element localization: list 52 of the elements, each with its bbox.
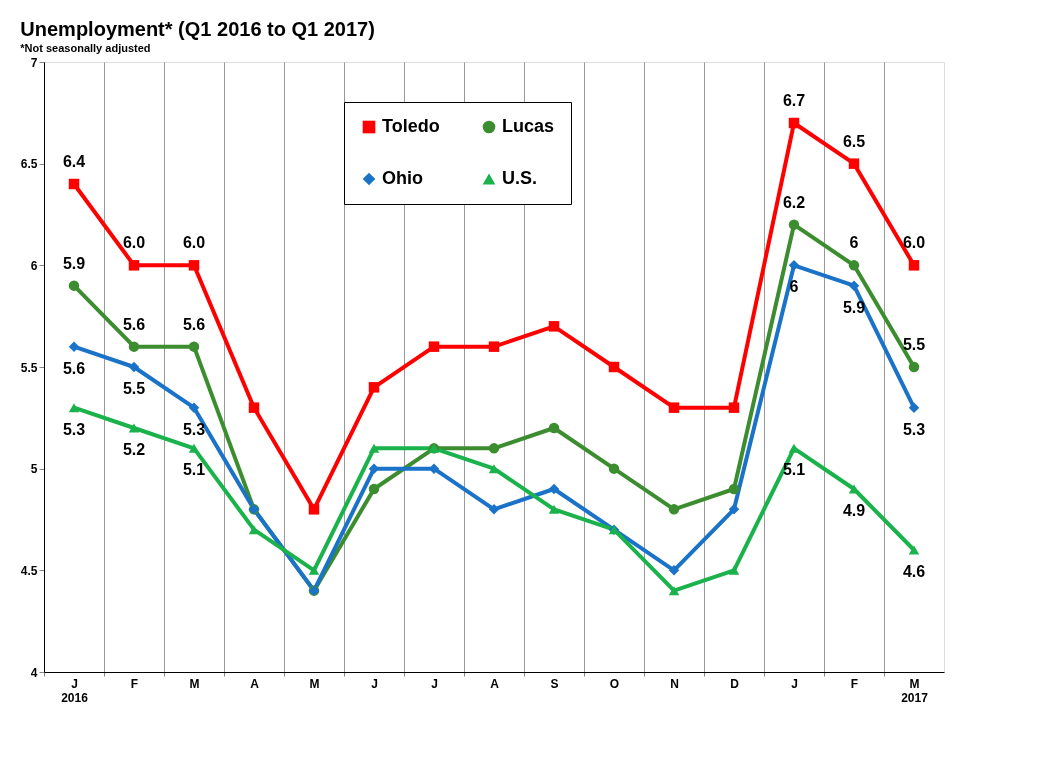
x-tick-label: O [609, 676, 620, 691]
x-tick-label: M [309, 676, 320, 691]
data-label: 5.6 [122, 315, 146, 333]
legend-label: Lucas [502, 116, 555, 136]
x-tick-label: A [250, 676, 260, 691]
y-tick-label: 7 [30, 55, 38, 70]
x-tick-label: D [730, 676, 740, 691]
x-tick-label: J 2016 [61, 676, 89, 705]
data-label: 4.9 [842, 502, 866, 519]
data-label: 6.0 [182, 234, 206, 252]
x-tick-label: M [189, 676, 200, 691]
data-label: 6.0 [902, 234, 926, 252]
y-tick-label: 5 [30, 462, 38, 477]
x-tick-label: J [431, 676, 438, 691]
x-tick-label: N [670, 676, 679, 691]
data-label: 5.2 [122, 441, 146, 458]
data-label: 5.5 [902, 336, 926, 353]
data-label: 5.6 [182, 315, 206, 333]
data-label: 5.1 [782, 461, 806, 479]
data-label: 5.3 [182, 420, 206, 438]
data-label: 5.9 [62, 254, 86, 272]
data-label: 5.1 [182, 461, 206, 479]
y-tick-label: 5.5 [20, 360, 38, 375]
data-label: 6.4 [62, 153, 86, 170]
data-label: 5.9 [842, 298, 866, 316]
legend-label: Toledo [382, 116, 440, 136]
data-label: 5.3 [902, 420, 926, 438]
data-label: 5.6 [62, 359, 86, 377]
chart-subtitle: *Not seasonally adjusted [20, 42, 151, 54]
data-label: 6.0 [122, 234, 146, 252]
y-tick-label: 6.5 [20, 157, 38, 172]
data-label: 6.2 [782, 193, 806, 211]
legend-label: U.S. [502, 168, 538, 188]
x-tick-label: F [850, 676, 859, 691]
x-tick-label: A [490, 676, 500, 691]
y-tick-label: 4.5 [20, 563, 38, 578]
x-tick-label: J [791, 676, 798, 691]
data-label: 4.6 [902, 563, 926, 580]
data-label: 6.5 [842, 132, 866, 150]
data-label: 5.3 [62, 420, 86, 438]
x-tick-label: J [371, 676, 378, 691]
data-label: 5.5 [122, 380, 146, 397]
y-tick-label: 6 [30, 258, 38, 273]
chart-title: Unemployment* (Q1 2016 to Q1 2017) [20, 18, 375, 40]
x-tick-label: F [130, 676, 139, 691]
x-tick-label: M 2017 [901, 676, 929, 705]
data-label: 6.7 [782, 92, 806, 109]
x-tick-label: S [550, 676, 559, 691]
legend-label: Ohio [382, 168, 423, 188]
y-tick-label: 4 [30, 665, 38, 680]
data-label: 6 [789, 278, 799, 296]
data-label: 6 [849, 234, 859, 252]
